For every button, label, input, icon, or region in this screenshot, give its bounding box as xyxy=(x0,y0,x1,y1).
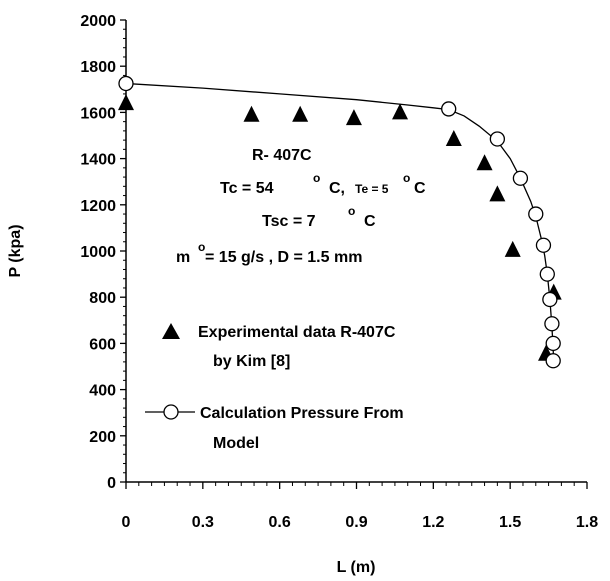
y-tick-labels: 0 200 400 600 800 1000 1200 1400 1600 1800 2000 xyxy=(80,13,116,492)
legend-experimental-line1: Experimental data R-407C xyxy=(198,324,396,341)
experimental-point xyxy=(292,105,309,122)
x-tick-label: 0 xyxy=(122,514,131,531)
model-curve-line xyxy=(125,82,555,362)
y-tick-label: 2000 xyxy=(80,13,116,30)
legend-model-line1: Calculation Pressure From xyxy=(200,405,404,422)
annotation-te-degree: o xyxy=(403,171,410,185)
x-tick-labels: 0 0.3 0.6 0.9 1.2 1.5 1.8 xyxy=(122,514,599,531)
y-tick-label: 1200 xyxy=(80,198,116,215)
model-point xyxy=(539,266,555,282)
experimental-point xyxy=(489,185,506,202)
legend-model-line2: Model xyxy=(213,435,259,452)
experimental-point xyxy=(243,105,260,122)
annotation-block: R- 407C Tc = 54 o C, Te = 5 o C Tsc = 7 … xyxy=(176,147,426,266)
annotation-m-value: = 15 g/s , D = 1.5 mm xyxy=(205,249,362,266)
model-point xyxy=(544,316,560,332)
x-tick-label: 0.3 xyxy=(192,514,214,531)
annotation-tc-label: Tc = 54 xyxy=(220,180,274,197)
experimental-point xyxy=(504,240,521,257)
y-tick-label: 1400 xyxy=(80,152,116,169)
experimental-point xyxy=(476,154,493,171)
model-point xyxy=(545,335,561,352)
x-tick-label: 1.5 xyxy=(499,514,521,531)
annotation-tsc-unit: C xyxy=(364,213,376,230)
model-point xyxy=(441,101,457,117)
model-point xyxy=(535,237,552,253)
y-tick-label: 800 xyxy=(89,290,116,307)
y-axis-ticks xyxy=(120,19,126,483)
annotation-tsc-label: Tsc = 7 xyxy=(262,213,316,230)
model-point xyxy=(512,170,529,186)
experimental-point xyxy=(118,94,134,111)
x-tick-label: 0.6 xyxy=(269,514,291,531)
y-axis-title: P (kpa) xyxy=(7,224,24,277)
y-tick-label: 1800 xyxy=(80,59,116,76)
x-tick-label: 0.9 xyxy=(345,514,367,531)
model-point xyxy=(545,353,561,369)
annotation-te-label: Te = 5 xyxy=(355,182,389,196)
model-point xyxy=(489,131,506,147)
experimental-point xyxy=(445,129,462,146)
model-point xyxy=(118,75,134,92)
y-tick-label: 400 xyxy=(89,383,116,400)
annotation-m-label: m xyxy=(176,249,190,266)
legend-circle-marker xyxy=(163,404,179,420)
annotation-refrigerant: R- 407C xyxy=(252,147,312,164)
legend: Experimental data R-407C by Kim [8] Calc… xyxy=(145,323,404,452)
experimental-point xyxy=(345,109,362,126)
legend-experimental-line2: by Kim [8] xyxy=(213,353,290,370)
experimental-point xyxy=(392,103,409,120)
y-tick-label: 1000 xyxy=(80,244,116,261)
model-point xyxy=(542,291,558,308)
x-tick-label: 1.8 xyxy=(576,514,598,531)
annotation-te-unit: C xyxy=(414,180,426,197)
x-axis-title: L (m) xyxy=(337,559,376,576)
annotation-tc-degree: o xyxy=(313,171,320,185)
model-series xyxy=(118,75,561,369)
annotation-m-degree: o xyxy=(198,240,205,254)
x-tick-label: 1.2 xyxy=(422,514,444,531)
legend-triangle-marker xyxy=(162,323,180,339)
annotation-tc-unit: C, xyxy=(329,180,345,197)
y-tick-label: 200 xyxy=(89,429,116,446)
y-tick-label: 1600 xyxy=(80,105,116,122)
y-tick-label: 0 xyxy=(107,475,116,492)
y-tick-label: 600 xyxy=(89,336,116,353)
x-axis-ticks xyxy=(125,482,588,489)
annotation-tsc-degree: o xyxy=(348,204,355,218)
model-point xyxy=(528,206,544,222)
